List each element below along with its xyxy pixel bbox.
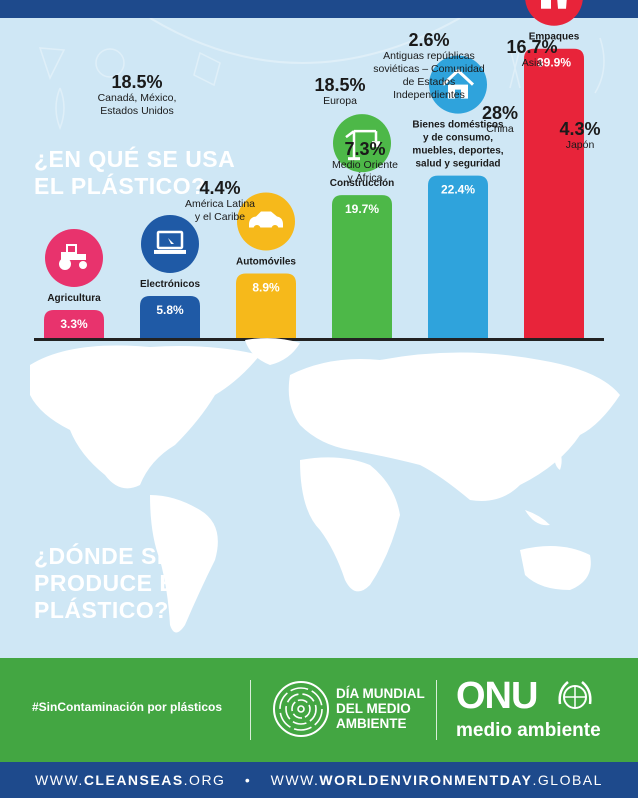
region-cis: 2.6% Antiguas repúblicas soviéticas – Co… [368, 30, 490, 102]
event-name-line: AMBIENTE [336, 716, 407, 731]
bar-value-label: 19.7% [345, 202, 379, 216]
region-middle-east-africa: 7.3% Medio Oriente y África [310, 139, 420, 185]
region-percentage: 28% [481, 103, 519, 123]
link-separator: • [244, 772, 252, 788]
region-china: 28% China [465, 103, 535, 136]
production-title-line: PRODUCE EL [34, 570, 190, 596]
production-title-line: ¿DÓNDE SE [34, 543, 173, 569]
category-label: Agricultura [47, 293, 101, 304]
category-label: Construcción [330, 178, 394, 189]
region-percentage: 4.4% [199, 178, 241, 198]
footer-divider [250, 680, 251, 740]
bar-5 [428, 175, 488, 338]
background-doodles [38, 18, 605, 131]
usage-title: ¿EN QUÉ SE USA EL PLÁSTICO? [34, 146, 235, 200]
region-name: Canadá, México, [97, 92, 177, 104]
category-label: Bienes domésticos [412, 120, 504, 131]
region-percentage: 2.6% [408, 30, 450, 50]
region-name: Independientes [393, 89, 465, 101]
region-name: y el Caribe [194, 211, 246, 223]
bar-6 [524, 48, 584, 338]
region-percentage: 7.3% [344, 139, 386, 159]
region-name: soviéticas – Comunidad [373, 63, 485, 75]
event-name-line: DÍA MUNDIAL [336, 686, 425, 701]
event-name: DÍA MUNDIAL DEL MEDIO AMBIENTE [336, 686, 425, 731]
region-latin-america: 4.4% América Latina y el Caribe [160, 178, 280, 224]
campaign-hashtag: #SinContaminación por plásticos [32, 700, 223, 714]
un-logo-text: ONU [456, 675, 538, 717]
region-name: de Estados [402, 76, 456, 88]
category-label: muebles, deportes, [412, 146, 503, 157]
un-emblem-icon [558, 681, 592, 709]
production-title: ¿DÓNDE SE PRODUCE EL PLÁSTICO? [34, 543, 190, 624]
region-name: Medio Oriente [332, 159, 398, 171]
bar-1 [44, 310, 104, 338]
house-icon [429, 55, 487, 114]
website-links-bar: WWW.CLEANSEAS.ORG • WWW.WORLDENVIRONMENT… [0, 762, 638, 798]
bar-value-label: 39.9% [537, 56, 571, 70]
region-name: Antiguas repúblicas [383, 50, 475, 62]
bar-3 [236, 273, 296, 338]
region-name: América Latina [184, 198, 256, 210]
region-name: y África [347, 172, 383, 184]
bar-value-label: 3.3% [60, 317, 88, 331]
region-asia: 16.7% Asia [492, 37, 572, 70]
bar-value-label: 22.4% [441, 183, 475, 197]
top-bar [0, 0, 638, 18]
bar-value-label: 8.9% [252, 280, 280, 294]
world-map [30, 338, 620, 633]
bar-2 [140, 295, 200, 338]
category-label: Electrónicos [140, 279, 200, 290]
region-percentage: 18.5% [314, 75, 366, 95]
region-percentage: 16.7% [506, 37, 558, 57]
cleanseas-link[interactable]: WWW.CLEANSEAS.ORG [35, 772, 226, 788]
usage-bar-chart: 3.3% Agricultura 5.8% Electrónicos 8.9% Autom… [44, 0, 584, 338]
production-title-line: PLÁSTICO? [34, 597, 169, 623]
fingerprint-logo-icon [273, 681, 329, 737]
event-name-line: DEL MEDIO [336, 701, 411, 716]
region-name: Europa [323, 95, 357, 107]
usage-title-line: EL PLÁSTICO? [34, 173, 206, 199]
region-name: Japón [565, 139, 595, 151]
category-label: salud y seguridad [415, 159, 500, 170]
usage-title-line: ¿EN QUÉ SE USA [34, 146, 236, 172]
category-label: Empaques [529, 32, 580, 43]
region-percentage: 18.5% [111, 72, 163, 92]
region-name: Asia [521, 57, 543, 69]
chart-baseline [34, 338, 604, 341]
crane-icon [333, 114, 391, 173]
region-name: China [486, 123, 514, 135]
region-percentage: 4.3% [559, 119, 601, 139]
region-name: Estados Unidos [100, 105, 174, 117]
category-label: y de consumo, [423, 133, 493, 144]
footer-band: #SinContaminación por plásticos DÍA MUND… [0, 658, 638, 762]
worldenvironmentday-link[interactable]: WWW.WORLDENVIRONMENTDAY.GLOBAL [270, 772, 603, 788]
bar-4 [332, 195, 392, 338]
bar-value-label: 5.8% [156, 303, 184, 317]
laptop-icon [141, 214, 199, 273]
category-label: Automóviles [236, 256, 296, 267]
region-north-america: 18.5% Canadá, México, Estados Unidos [72, 72, 202, 118]
un-logo-subtitle: medio ambiente [456, 720, 601, 741]
tractor-icon [45, 229, 103, 287]
car-icon [237, 192, 295, 251]
footer-divider [436, 680, 437, 740]
region-japan: 4.3% Japón [540, 119, 620, 152]
region-europe: 18.5% Europa [295, 75, 385, 108]
cup-icon [525, 0, 583, 26]
